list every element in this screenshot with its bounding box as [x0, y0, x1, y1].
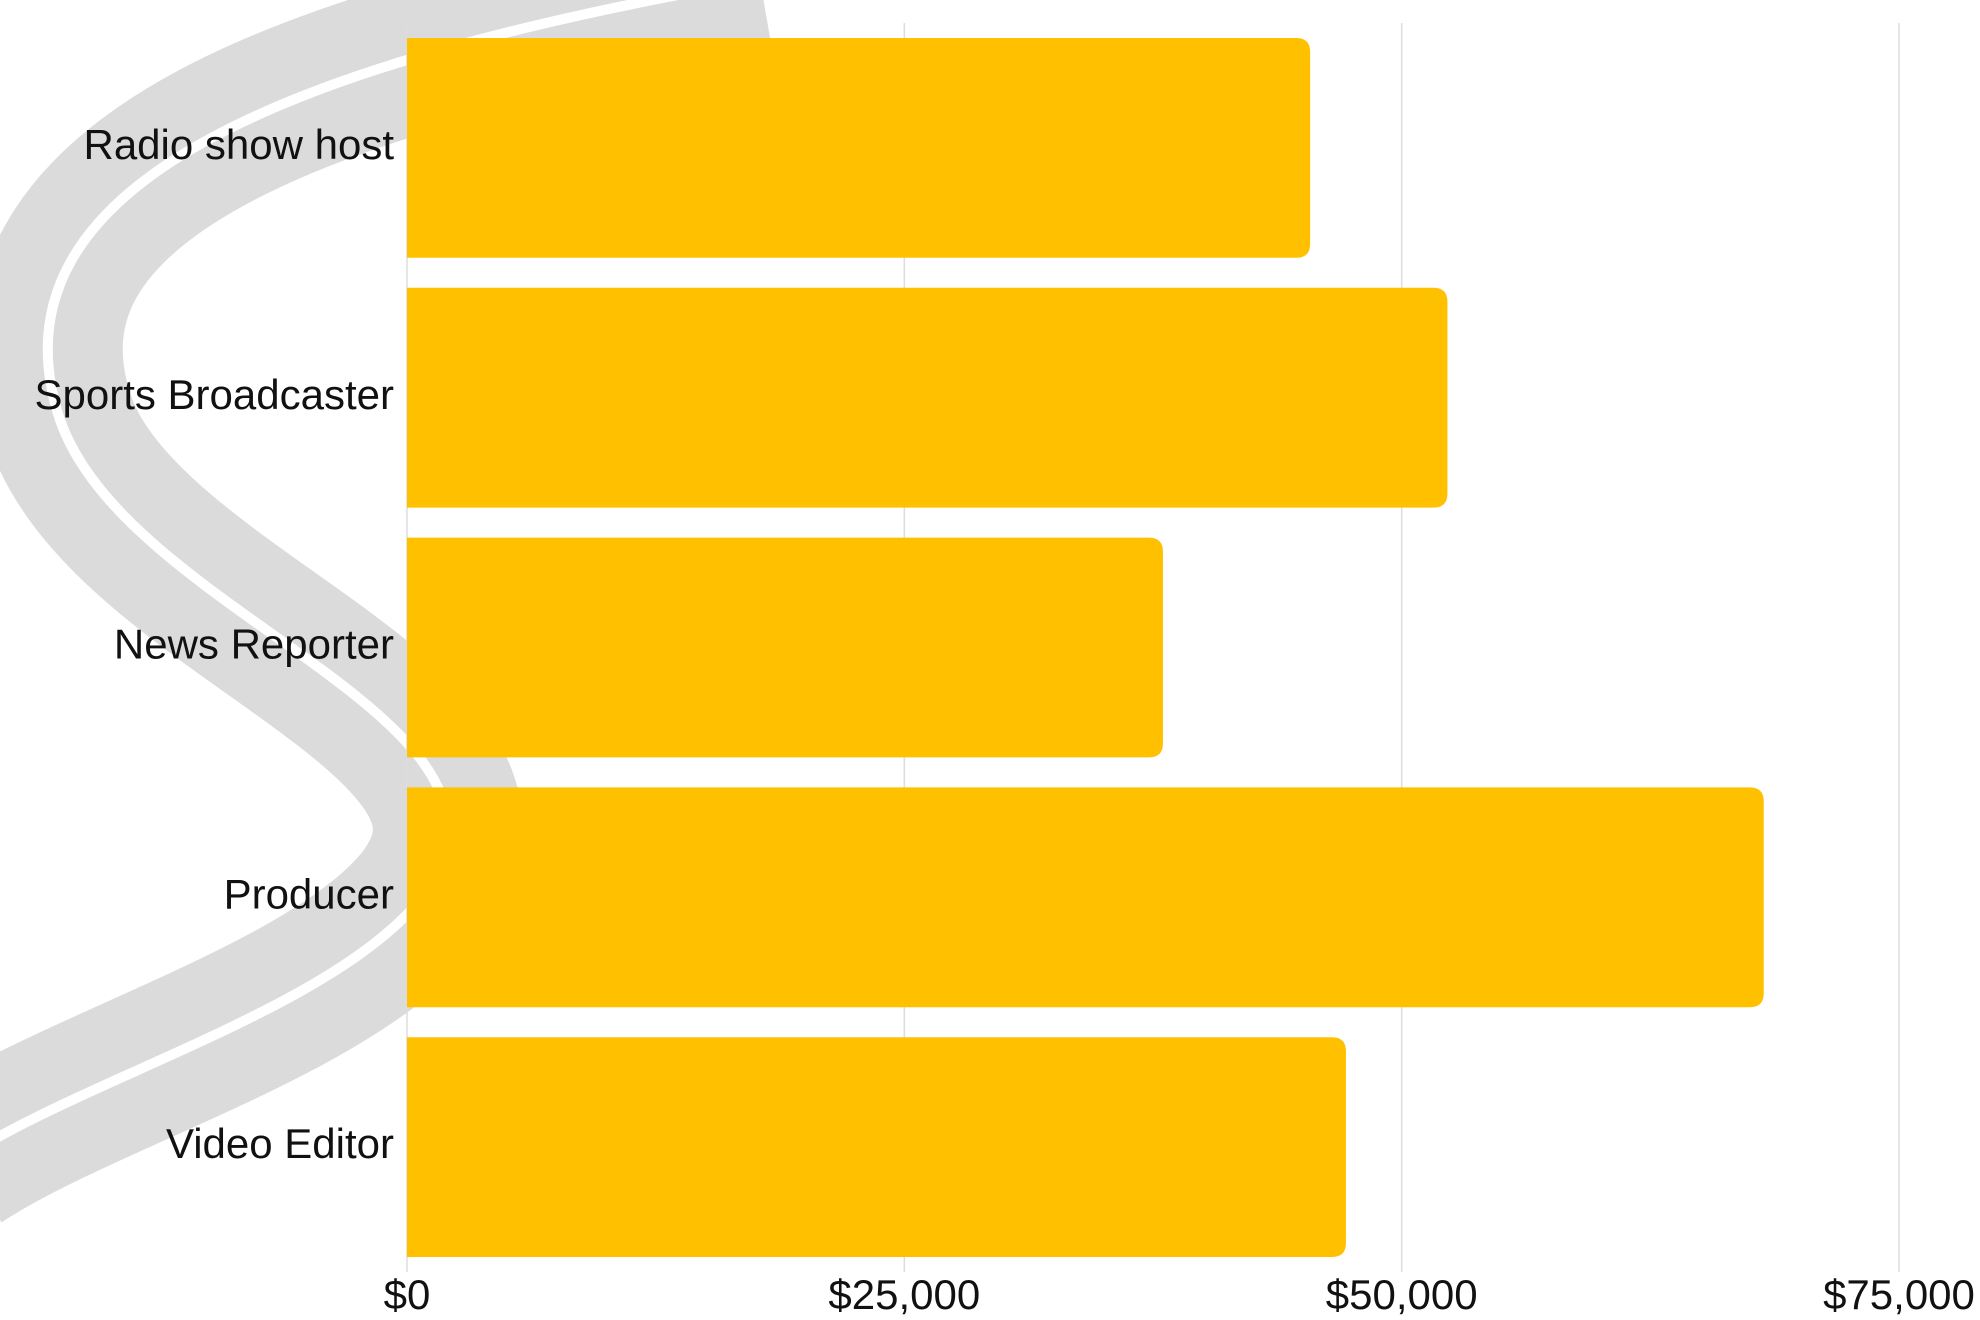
y-tick-label: News Reporter [114, 621, 394, 668]
bar [407, 787, 1764, 1008]
road [0, 0, 773, 1224]
x-tick-label: $75,000 [1823, 1271, 1975, 1318]
road-line [0, 0, 679, 1142]
bar [407, 287, 1448, 508]
bar [407, 537, 1163, 758]
x-tick-label: $50,000 [1326, 1271, 1478, 1318]
y-tick-label: Producer [224, 870, 394, 917]
background-watermark [0, 0, 773, 1224]
y-tick-label: Sports Broadcaster [34, 371, 394, 418]
plot: $0 $25,000 $50,000 $75,000 Radio show host Sp… [34, 23, 1975, 1318]
bar [407, 1037, 1346, 1258]
x-tick-label: $0 [384, 1271, 431, 1318]
y-tick-label: Radio show host [83, 121, 394, 168]
x-tick-label: $25,000 [828, 1271, 980, 1318]
y-tick-label: Video Editor [166, 1120, 394, 1167]
bar [407, 37, 1311, 258]
